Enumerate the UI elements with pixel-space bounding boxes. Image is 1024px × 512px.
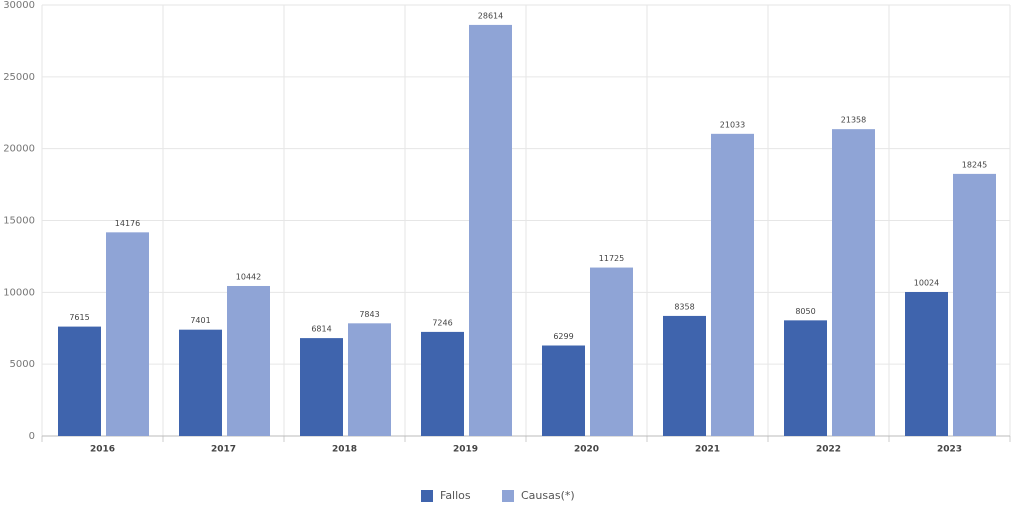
bar xyxy=(663,315,706,436)
bar xyxy=(179,329,222,436)
value-label: 8358 xyxy=(674,302,694,311)
y-tick-label: 15000 xyxy=(3,216,35,227)
value-label: 7843 xyxy=(359,310,379,319)
value-label: 10024 xyxy=(914,278,939,287)
bar xyxy=(784,320,827,436)
y-tick-label: 10000 xyxy=(3,287,35,298)
x-tick-label: 2018 xyxy=(332,445,357,455)
y-tick-label: 30000 xyxy=(3,0,35,11)
bar xyxy=(421,331,464,436)
y-tick-label: 25000 xyxy=(3,72,35,83)
x-tick-label: 2022 xyxy=(816,445,841,455)
x-tick-label: 2017 xyxy=(211,445,236,455)
x-tick-label: 2021 xyxy=(695,445,720,455)
bar xyxy=(953,173,996,436)
value-label: 6299 xyxy=(553,332,573,341)
value-label: 21033 xyxy=(720,120,745,129)
value-label: 28614 xyxy=(478,11,503,20)
legend-swatch xyxy=(421,490,433,502)
bar xyxy=(542,345,585,436)
value-label: 7401 xyxy=(190,316,210,325)
x-tick-label: 2020 xyxy=(574,445,599,455)
legend-swatch xyxy=(502,490,514,502)
value-label: 7615 xyxy=(69,313,89,322)
bar xyxy=(905,291,948,436)
value-label: 11725 xyxy=(599,254,624,263)
legend-label: Fallos xyxy=(440,489,471,502)
bar xyxy=(106,232,149,436)
y-tick-label: 0 xyxy=(29,431,35,442)
bar xyxy=(58,326,101,436)
value-label: 7246 xyxy=(432,318,452,327)
value-label: 21358 xyxy=(841,116,866,125)
bar xyxy=(832,129,875,436)
value-label: 18245 xyxy=(962,160,987,169)
bar xyxy=(590,267,633,436)
value-label: 10442 xyxy=(236,272,261,281)
y-tick-label: 20000 xyxy=(3,144,35,155)
value-label: 14176 xyxy=(115,219,140,228)
value-label: 6814 xyxy=(311,325,331,334)
bar xyxy=(469,24,512,436)
bar xyxy=(227,285,270,436)
x-tick-label: 2016 xyxy=(90,445,115,455)
y-tick-label: 5000 xyxy=(10,359,35,370)
value-label: 8050 xyxy=(795,307,815,316)
bar xyxy=(711,133,754,436)
bar xyxy=(348,323,391,436)
legend-label: Causas(*) xyxy=(521,489,575,502)
x-tick-label: 2019 xyxy=(453,445,478,455)
bar xyxy=(300,338,343,436)
x-tick-label: 2023 xyxy=(937,445,962,455)
